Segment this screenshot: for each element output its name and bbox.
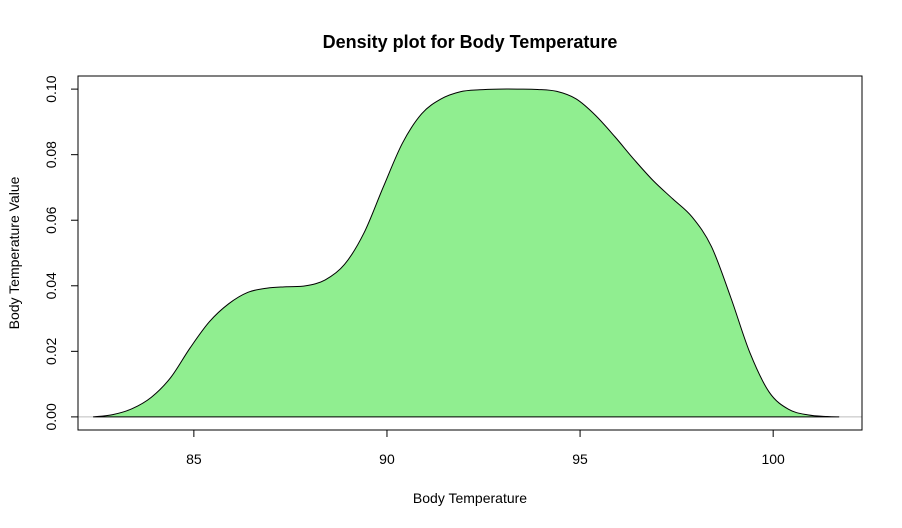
y-tick-label: 0.10 [43, 75, 59, 102]
y-axis: 0.00 0.02 0.04 0.06 0.08 0.10 [43, 75, 79, 431]
x-axis: 85 90 95 100 [186, 429, 785, 467]
y-tick-label: 0.00 [43, 403, 59, 430]
y-tick-label: 0.02 [43, 337, 59, 364]
x-tick-label: 95 [572, 451, 588, 467]
density-area [92, 88, 840, 418]
x-axis-label: Body Temperature [413, 490, 527, 506]
y-tick-label: 0.06 [43, 206, 59, 233]
chart-title: Density plot for Body Temperature [323, 32, 618, 52]
plot-area [78, 88, 862, 418]
x-tick-label: 90 [379, 451, 395, 467]
y-tick-label: 0.08 [43, 141, 59, 168]
x-tick-label: 85 [186, 451, 202, 467]
y-tick-label: 0.04 [43, 272, 59, 299]
y-axis-label: Body Temperature Value [6, 176, 22, 329]
x-tick-label: 100 [761, 451, 785, 467]
